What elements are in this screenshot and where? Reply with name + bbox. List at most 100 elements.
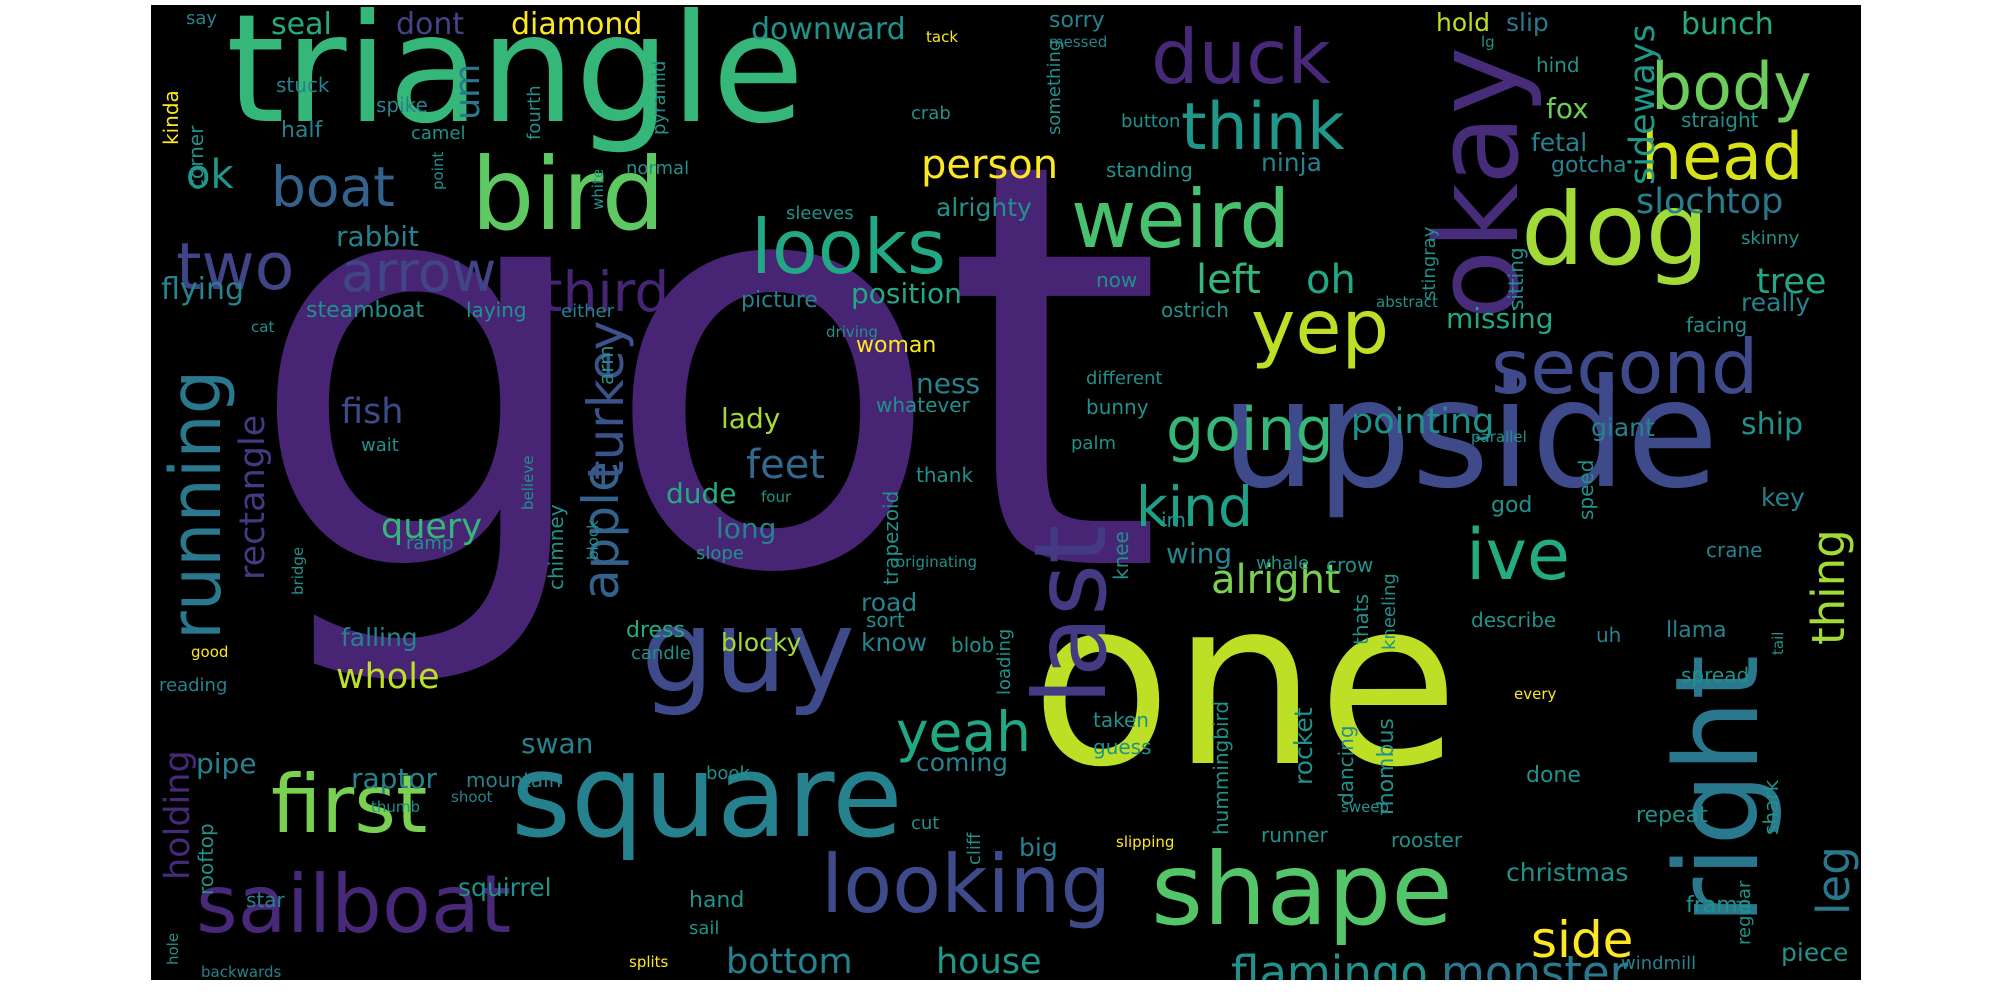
word-yeah: yeah bbox=[896, 700, 1031, 764]
word-candle: candle bbox=[631, 643, 691, 664]
word-hold: hold bbox=[1436, 8, 1490, 37]
word-kinda: kinda bbox=[159, 90, 183, 145]
word-rooster: rooster bbox=[1391, 828, 1463, 852]
word-frame: frame bbox=[1686, 893, 1752, 918]
word-fox: fox bbox=[1546, 92, 1589, 125]
word-piece: piece bbox=[1781, 938, 1849, 967]
word-upside: upside bbox=[1221, 348, 1719, 522]
word-cat: cat bbox=[251, 318, 275, 336]
word-key: key bbox=[1761, 483, 1805, 512]
word-blocky: blocky bbox=[721, 628, 802, 657]
word-shape: shape bbox=[1151, 831, 1453, 948]
word-query: query bbox=[381, 507, 483, 547]
word-repeat: repeat bbox=[1636, 803, 1708, 828]
word-every: every bbox=[1514, 685, 1557, 703]
word-loading: loading bbox=[994, 628, 1015, 695]
word-speed: speed bbox=[1574, 459, 1598, 520]
word-monster: monster bbox=[1441, 946, 1629, 980]
word-crab: crab bbox=[911, 103, 951, 124]
word-four: four bbox=[761, 488, 792, 506]
word-leg: leg bbox=[1807, 846, 1860, 915]
word-standing: standing bbox=[1106, 158, 1193, 182]
word-bunny: bunny bbox=[1086, 395, 1149, 419]
word-tree: tree bbox=[1756, 262, 1827, 302]
word-crow: crow bbox=[1326, 553, 1374, 577]
word-ok: ok bbox=[186, 152, 234, 198]
word-last: last bbox=[1012, 524, 1129, 705]
word-something: something bbox=[1044, 39, 1065, 135]
word-splits: splits bbox=[629, 953, 669, 971]
word-dont: dont bbox=[396, 7, 465, 42]
word-sleeves: sleeves bbox=[786, 203, 854, 224]
word-kneeling: kneeling bbox=[1379, 573, 1400, 650]
word-flying: flying bbox=[161, 272, 245, 307]
word-feet: feet bbox=[746, 442, 825, 488]
word-hole: hole bbox=[164, 932, 182, 965]
word-gotcha: gotcha bbox=[1551, 153, 1627, 178]
word-lg: lg bbox=[1481, 33, 1495, 51]
word-windmill: windmill bbox=[1621, 953, 1697, 974]
word-spike: spike bbox=[376, 93, 428, 117]
word-christmas: christmas bbox=[1506, 858, 1629, 887]
word-ramp: ramp bbox=[406, 533, 454, 554]
word-originating: originating bbox=[896, 553, 977, 571]
word-think: think bbox=[1181, 90, 1345, 165]
word-running: running bbox=[155, 369, 237, 640]
word-regular: regular bbox=[1734, 880, 1755, 945]
word-going: going bbox=[1166, 395, 1334, 465]
word-wait: wait bbox=[361, 435, 399, 456]
word-whale: whale bbox=[1256, 553, 1310, 574]
word-hind: hind bbox=[1536, 53, 1580, 77]
word-head: head bbox=[1641, 120, 1804, 195]
word-really: really bbox=[1741, 288, 1811, 317]
word-triangle: triangle bbox=[226, 5, 805, 157]
word-big: big bbox=[1019, 833, 1058, 862]
word-dude: dude bbox=[666, 477, 737, 510]
word-sitting: sitting bbox=[1504, 247, 1528, 310]
word-left: left bbox=[1196, 257, 1261, 303]
word-god: god bbox=[1491, 493, 1533, 518]
word-done: done bbox=[1526, 763, 1581, 788]
word-dog: dog bbox=[1521, 171, 1710, 288]
word-different: different bbox=[1086, 368, 1163, 389]
word-tack: tack bbox=[926, 28, 959, 46]
word-picture: picture bbox=[741, 288, 818, 313]
word-weird: weird bbox=[1071, 173, 1291, 266]
word-straight: straight bbox=[1681, 108, 1759, 132]
word-slip: slip bbox=[1506, 8, 1549, 37]
word-blob: blob bbox=[951, 633, 995, 657]
word-bunch: bunch bbox=[1681, 7, 1774, 42]
word-kind: kind bbox=[1136, 475, 1253, 539]
word-chimney: chimney bbox=[544, 504, 568, 590]
word-wing: wing bbox=[1166, 537, 1233, 570]
word-rhombus: rhombus bbox=[1374, 718, 1399, 815]
word-shoot: shoot bbox=[451, 788, 493, 806]
word-duck: duck bbox=[1151, 13, 1331, 101]
word-sailboat: sailboat bbox=[196, 858, 512, 951]
word-coming: coming bbox=[916, 748, 1009, 777]
word-mountain: mountain bbox=[466, 768, 562, 792]
word-third: third bbox=[541, 260, 670, 324]
word-sweep: sweep bbox=[1341, 798, 1390, 816]
word-arrow: arrow bbox=[341, 240, 497, 304]
word-star: star bbox=[246, 888, 285, 912]
word-rabbit: rabbit bbox=[336, 220, 419, 253]
word-bird: bird bbox=[471, 136, 666, 253]
word-cliff: cliff bbox=[964, 832, 985, 865]
word-ostrich: ostrich bbox=[1161, 298, 1229, 322]
word-person: person bbox=[921, 142, 1059, 188]
word-now: now bbox=[1096, 268, 1138, 292]
word-rectangle: rectangle bbox=[233, 414, 273, 580]
word-um: um bbox=[448, 63, 488, 120]
word-holding: holding bbox=[158, 750, 198, 880]
word-falling: falling bbox=[341, 623, 418, 652]
word-facing: facing bbox=[1686, 313, 1748, 337]
word-slipping: slipping bbox=[1116, 833, 1175, 851]
word-messed: messed bbox=[1049, 33, 1108, 51]
word-looking: looking bbox=[821, 838, 1112, 931]
word-spread: spread bbox=[1681, 663, 1750, 687]
word-road: road bbox=[861, 588, 918, 617]
word-sort: sort bbox=[866, 608, 905, 632]
word-stuck: stuck bbox=[276, 73, 330, 97]
word-abstract: abstract bbox=[1376, 293, 1438, 311]
